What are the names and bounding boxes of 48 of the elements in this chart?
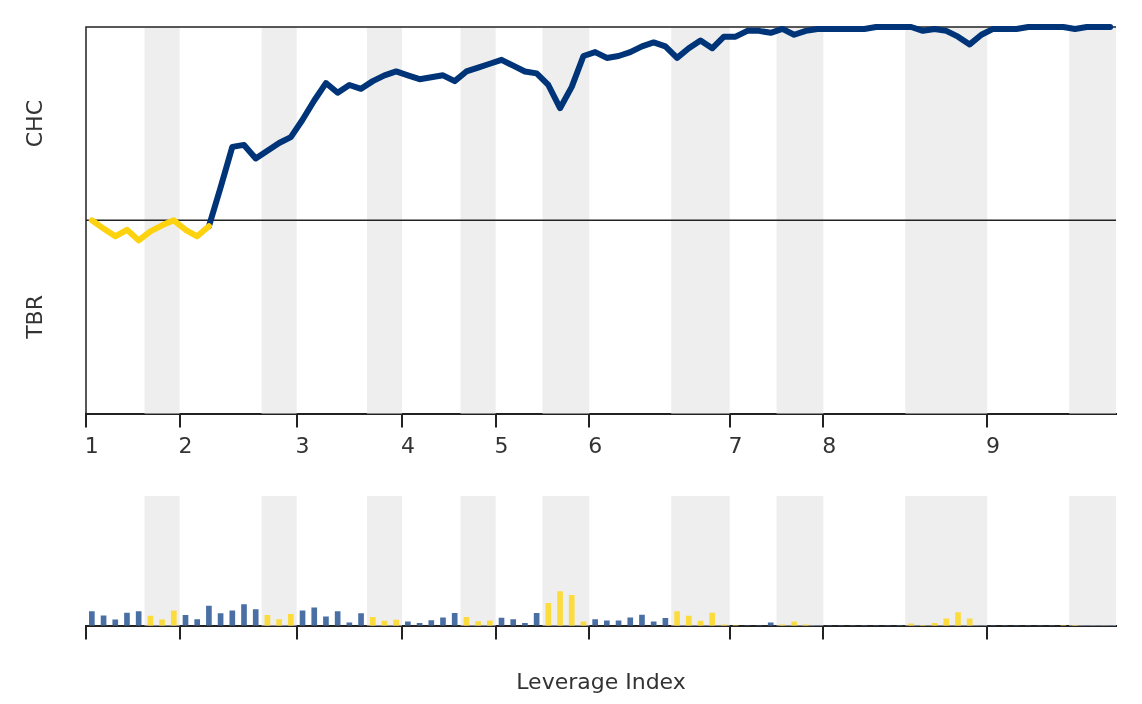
bar <box>568 594 575 626</box>
bar <box>241 604 247 626</box>
bar <box>311 607 318 626</box>
bar <box>369 617 376 626</box>
bar <box>252 609 259 626</box>
bar <box>604 620 610 626</box>
x-tick-label: 1 <box>84 432 99 458</box>
bar <box>639 614 645 626</box>
bar <box>475 621 481 626</box>
bar <box>159 619 165 626</box>
bar <box>358 613 364 626</box>
bar <box>709 612 716 626</box>
x-tick-label: 3 <box>295 432 310 458</box>
bar <box>194 619 201 626</box>
bar <box>674 611 680 626</box>
bar <box>89 611 95 626</box>
bar <box>276 619 282 626</box>
bar <box>440 617 446 626</box>
bar <box>627 617 634 626</box>
bar <box>955 612 961 626</box>
bar <box>486 620 493 626</box>
x-tick-label: 4 <box>400 432 415 458</box>
bar <box>229 610 236 626</box>
x-tick-label: 9 <box>986 432 1001 458</box>
x-axis-title: Leverage Index <box>516 668 686 694</box>
bar <box>943 618 950 626</box>
bar <box>428 620 435 626</box>
x-tick-label: 2 <box>178 432 193 458</box>
text: TBR <box>21 295 47 340</box>
text: CHC <box>21 100 47 148</box>
bar <box>170 610 177 626</box>
bar <box>323 616 329 626</box>
bar <box>112 619 119 626</box>
bar <box>135 611 142 626</box>
x-tick-label: 8 <box>822 432 837 458</box>
bar <box>206 605 212 626</box>
x-tick-label: 6 <box>588 432 603 458</box>
bar <box>288 614 294 626</box>
x-tick-label: 5 <box>494 432 509 458</box>
x-tick-label: 7 <box>728 432 743 458</box>
bar <box>557 591 563 626</box>
bar <box>592 619 598 626</box>
bar <box>393 619 399 626</box>
bar <box>124 612 130 626</box>
bar <box>685 615 692 626</box>
bar <box>966 618 973 626</box>
bar <box>451 612 458 626</box>
bar <box>510 619 517 626</box>
